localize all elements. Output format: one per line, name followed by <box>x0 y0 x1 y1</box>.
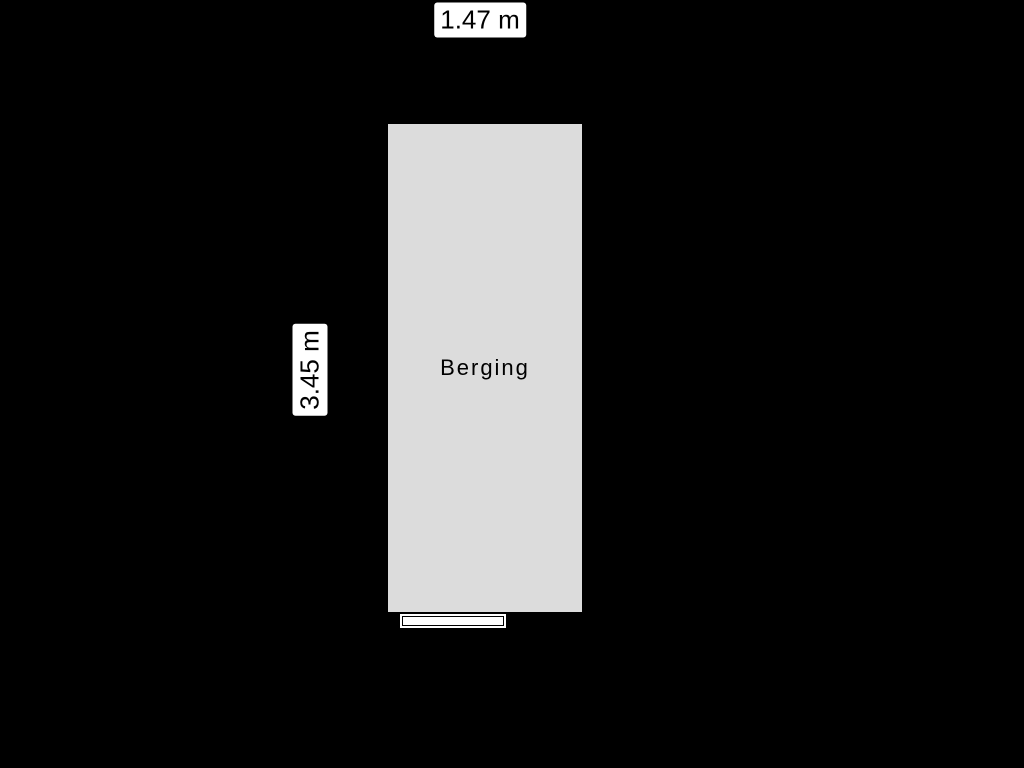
room-berging: Berging <box>376 112 594 624</box>
dimension-width-label: 1.47 m <box>434 3 526 38</box>
door-inner-panel <box>402 616 504 626</box>
room-label: Berging <box>440 355 530 381</box>
dimension-height-label: 3.45 m <box>293 324 328 416</box>
floorplan-canvas: Berging 1.47 m 3.45 m <box>0 0 1024 768</box>
door <box>398 612 508 630</box>
